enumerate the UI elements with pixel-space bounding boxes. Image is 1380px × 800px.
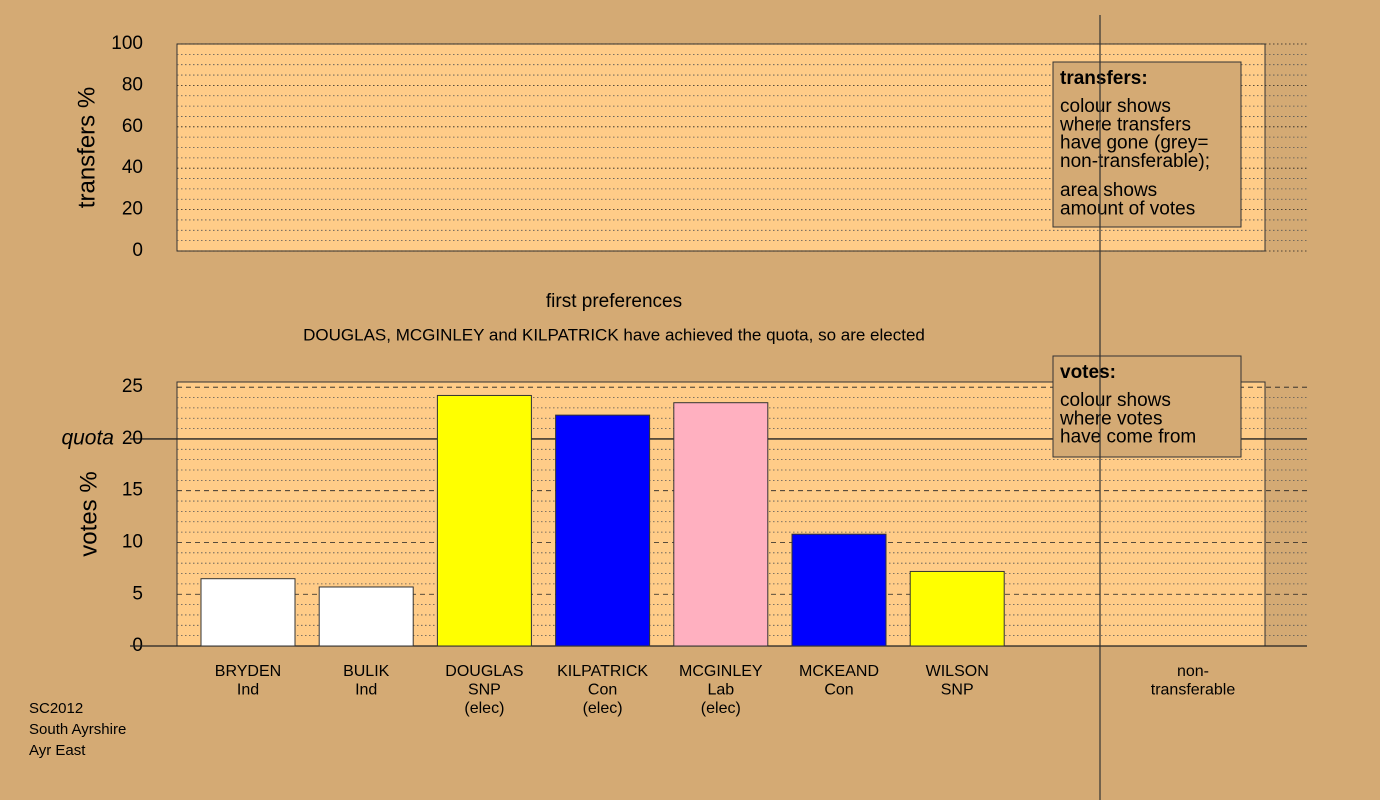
x-tick-label: (elec)	[701, 700, 741, 717]
x-tick-label: Lab	[707, 682, 734, 699]
bar	[200, 578, 296, 647]
y-tick-label: 0	[132, 240, 143, 261]
y-axis-label: transfers %	[73, 87, 100, 208]
y-tick-label: 100	[111, 33, 143, 54]
y-tick-label: 20	[122, 428, 143, 449]
y-tick-label: 15	[122, 480, 143, 501]
footer-text: Ayr East	[29, 742, 86, 759]
x-tick-label: WILSON	[926, 663, 989, 680]
y-tick-label: 20	[122, 199, 143, 220]
bar	[673, 402, 769, 647]
footer-text: South Ayrshire	[29, 721, 126, 738]
x-tick-label: Ind	[355, 682, 377, 699]
legend-text: where votes	[1059, 408, 1162, 429]
legend-text: amount of votes	[1060, 199, 1195, 220]
bar	[909, 570, 1005, 647]
x-tick-label: transferable	[1151, 682, 1236, 699]
footer-text: SC2012	[29, 700, 83, 717]
y-tick-label: 10	[122, 531, 143, 552]
quota-label: quota	[61, 426, 114, 449]
x-tick-label: MCKEAND	[799, 663, 879, 680]
legend-box	[1052, 61, 1242, 228]
x-tick-label: DOUGLAS	[445, 663, 523, 680]
bar	[791, 533, 887, 647]
y-axis-label: votes %	[75, 471, 102, 556]
bar	[318, 586, 414, 647]
x-tick-label: SNP	[468, 682, 501, 699]
legend-text: colour shows	[1060, 390, 1171, 411]
y-tick-label: 5	[132, 583, 143, 604]
y-tick-label: 25	[122, 376, 143, 397]
x-tick-label: MCGINLEY	[679, 663, 763, 680]
legend-text: area shows	[1060, 180, 1157, 201]
y-tick-label: 80	[122, 74, 143, 95]
x-tick-label: KILPATRICK	[557, 663, 648, 680]
x-tick-label: BRYDEN	[215, 663, 281, 680]
bar	[436, 394, 532, 647]
legend-text: colour shows	[1060, 96, 1171, 117]
legend-title: votes:	[1060, 362, 1116, 383]
bar	[555, 414, 651, 647]
chart-title: first preferences	[546, 291, 682, 312]
y-tick-label: 40	[122, 157, 143, 178]
x-tick-label: Ind	[237, 682, 259, 699]
legend-text: have come from	[1060, 427, 1196, 448]
legend-title: transfers:	[1060, 68, 1148, 89]
legend-text: have gone (grey=	[1060, 133, 1208, 154]
x-tick-label: SNP	[941, 682, 974, 699]
legend-text: where transfers	[1059, 114, 1191, 135]
x-tick-label: Con	[588, 682, 617, 699]
x-tick-label: Con	[824, 682, 853, 699]
x-tick-label: non-	[1177, 663, 1209, 680]
legend-text: non-transferable);	[1060, 151, 1210, 172]
x-tick-label: (elec)	[583, 700, 623, 717]
x-tick-label: BULIK	[343, 663, 390, 680]
x-tick-label: (elec)	[464, 700, 504, 717]
y-tick-label: 60	[122, 116, 143, 137]
legend-box	[1052, 355, 1242, 458]
chart-subtitle: DOUGLAS, MCGINLEY and KILPATRICK have ac…	[303, 325, 925, 344]
